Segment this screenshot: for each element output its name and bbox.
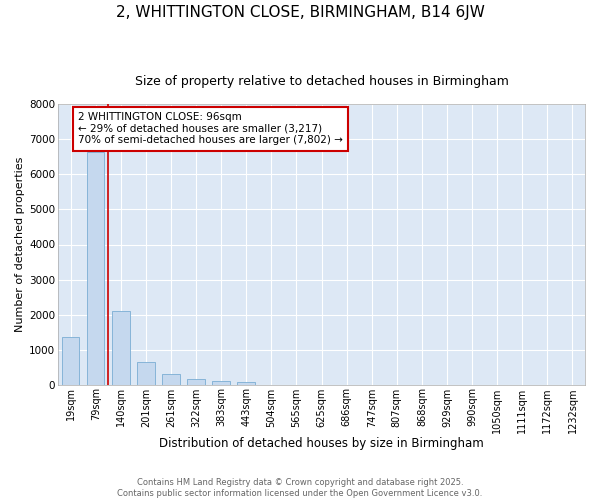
Bar: [162, 374, 180, 384]
Bar: [112, 311, 130, 384]
Bar: [137, 362, 155, 384]
Text: 2 WHITTINGTON CLOSE: 96sqm
← 29% of detached houses are smaller (3,217)
70% of s: 2 WHITTINGTON CLOSE: 96sqm ← 29% of deta…: [78, 112, 343, 146]
Bar: [212, 381, 230, 384]
Bar: [238, 382, 255, 384]
Text: Contains HM Land Registry data © Crown copyright and database right 2025.
Contai: Contains HM Land Registry data © Crown c…: [118, 478, 482, 498]
X-axis label: Distribution of detached houses by size in Birmingham: Distribution of detached houses by size …: [159, 437, 484, 450]
Bar: [62, 338, 79, 384]
Bar: [187, 379, 205, 384]
Y-axis label: Number of detached properties: Number of detached properties: [15, 157, 25, 332]
Title: Size of property relative to detached houses in Birmingham: Size of property relative to detached ho…: [134, 75, 508, 88]
Bar: [87, 152, 104, 384]
Text: 2, WHITTINGTON CLOSE, BIRMINGHAM, B14 6JW: 2, WHITTINGTON CLOSE, BIRMINGHAM, B14 6J…: [116, 5, 484, 20]
